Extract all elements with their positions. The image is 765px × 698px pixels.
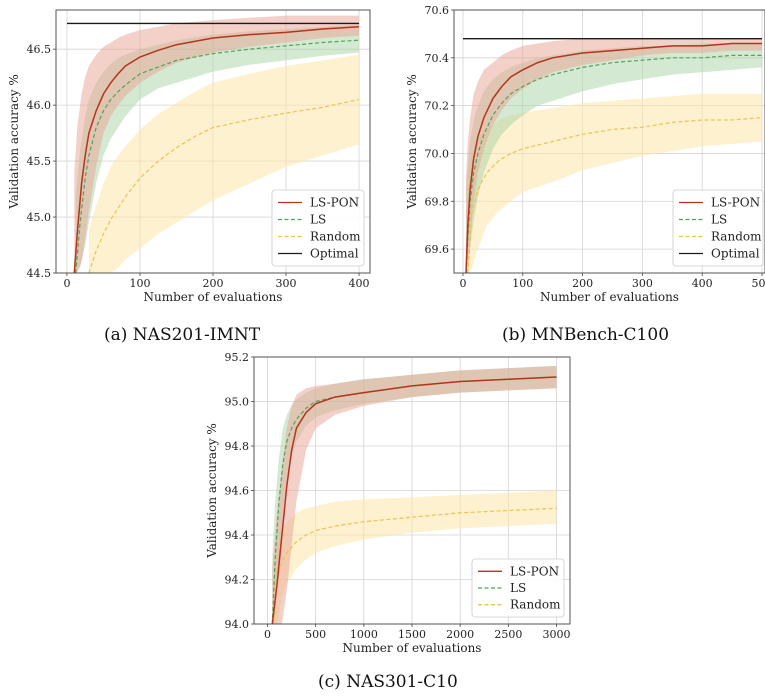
- y-tick-label-c-3: 94.6: [225, 485, 250, 498]
- legend-a: LS-PON LS Random Optimal: [271, 189, 365, 267]
- y-axis-label-a: Validation accuracy %: [7, 74, 21, 210]
- x-tick-label-a-0: 0: [63, 277, 70, 290]
- y-tick-label-c-0: 94.0: [225, 618, 250, 631]
- y-tick-label-b-2: 70.0: [425, 147, 450, 160]
- series-line-ls-c: [271, 376, 557, 624]
- y-tick-label-c-6: 95.2: [225, 351, 250, 364]
- y-tick-label-a-4: 46.5: [27, 43, 52, 56]
- plot-frame-b: [453, 9, 765, 274]
- x-tick-label-b-4: 400: [692, 277, 713, 290]
- legend-c: LS-PON LS Random: [471, 558, 565, 618]
- x-tick-label-b-5: 500: [752, 277, 765, 290]
- x-tick-label-c-2: 1000: [350, 628, 378, 641]
- y-tick-label-b-0: 69.6: [425, 243, 450, 256]
- x-tick-label-c-6: 3000: [543, 628, 571, 641]
- legend-label-ls-pon-c: LS-PON: [510, 564, 559, 578]
- y-tick-label-a-0: 44.5: [27, 267, 52, 280]
- chart-b: 0 100 200 300 400 500 69.6 69.8 70.0 70.2 70.4 70.6…: [405, 4, 765, 304]
- series-line-ls-pon-a: [73, 26, 360, 273]
- x-tick-label-b-1: 100: [512, 277, 533, 290]
- band-random-a: [88, 54, 360, 273]
- x-tick-label-c-3: 1500: [398, 628, 426, 641]
- x-tick-label-b-0: 0: [459, 277, 466, 290]
- legend-label-optimal-a: Optimal: [310, 247, 359, 261]
- x-tick-label-a-4: 400: [349, 277, 370, 290]
- band-ls-b: [466, 43, 762, 273]
- y-tick-label-c-4: 94.8: [225, 440, 250, 453]
- y-tick-label-c-1: 94.2: [225, 574, 250, 587]
- series-line-random-c: [272, 507, 557, 624]
- x-tick-label-a-2: 200: [203, 277, 224, 290]
- y-tick-label-a-3: 46.0: [27, 99, 52, 112]
- x-tick-label-c-0: 0: [264, 628, 271, 641]
- band-ls-pon-b: [466, 38, 762, 273]
- chart-a: 0 100 200 300 400 44.5 45.0 45.5 46.0 46.5 Number …: [7, 9, 371, 304]
- band-random-b: [467, 93, 762, 273]
- x-tick-label-b-3: 300: [632, 277, 653, 290]
- legend-label-random-b: Random: [711, 230, 762, 244]
- chart-c: 0 500 1000 1500 2000 2500 3000 94.0 94.2 94.4 94.6…: [205, 351, 571, 655]
- legend-label-ls-b: LS: [711, 213, 727, 227]
- x-tick-label-c-4: 2000: [446, 628, 474, 641]
- y-tick-label-b-1: 69.8: [425, 195, 450, 208]
- series-line-ls-a: [75, 39, 360, 273]
- legend-label-ls-a: LS: [310, 213, 326, 227]
- legend-label-ls-c: LS: [510, 581, 526, 595]
- series-line-random-a: [88, 98, 360, 273]
- caption-c: (c) NAS301-C10: [318, 672, 458, 692]
- x-tick-label-a-3: 300: [276, 277, 297, 290]
- y-tick-label-b-3: 70.2: [425, 100, 450, 113]
- legend-label-optimal-b: Optimal: [711, 247, 760, 261]
- y-tick-label-a-1: 45.0: [27, 211, 52, 224]
- y-tick-label-b-4: 70.4: [425, 52, 450, 65]
- y-tick-label-c-5: 95.0: [225, 396, 250, 409]
- legend-label-random-a: Random: [310, 230, 361, 244]
- series-line-ls-b: [465, 54, 762, 273]
- y-tick-label-a-2: 45.5: [27, 155, 52, 168]
- caption-b: (b) MNBench-C100: [502, 325, 670, 345]
- series-line-ls-pon-b: [465, 42, 762, 273]
- x-tick-label-b-2: 200: [572, 277, 593, 290]
- legend-label-ls-pon-b: LS-PON: [711, 196, 760, 210]
- y-axis-label-c: Validation accuracy %: [205, 423, 219, 559]
- y-axis-label-b: Validation accuracy %: [405, 74, 419, 210]
- legend-label-ls-pon-a: LS-PON: [310, 196, 359, 210]
- y-tick-label-c-2: 94.4: [225, 529, 250, 542]
- band-ls-a: [75, 24, 359, 273]
- legend-b: LS-PON LS Random Optimal: [672, 189, 764, 267]
- band-random-c: [273, 490, 557, 624]
- series-line-random-b: [467, 117, 763, 273]
- legend-label-random-c: Random: [510, 598, 561, 612]
- x-axis-label-c: Number of evaluations: [343, 641, 482, 655]
- x-tick-label-c-1: 500: [305, 628, 326, 641]
- series-line-ls-pon-c: [271, 376, 557, 624]
- x-tick-label-a-1: 100: [129, 277, 150, 290]
- y-tick-label-b-5: 70.6: [425, 4, 450, 17]
- x-axis-label-b: Number of evaluations: [540, 290, 679, 304]
- x-tick-label-c-5: 2500: [494, 628, 522, 641]
- caption-a: (a) NAS201-IMNT: [104, 325, 261, 345]
- x-axis-label-a: Number of evaluations: [144, 290, 283, 304]
